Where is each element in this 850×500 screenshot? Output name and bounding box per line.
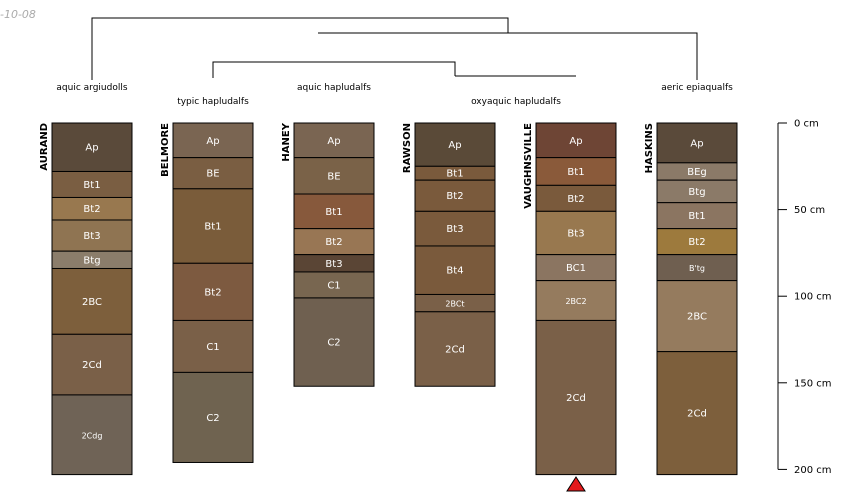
horizon-label: Bt1 — [325, 207, 342, 218]
profile-vaughnsville: VAUGHNSVILLE Ap Bt1 Bt2 Bt3 BC1 2BC2 2Cd — [523, 122, 617, 476]
group-labels: aquic argiudolls typic hapludalfs aquic … — [56, 83, 733, 107]
horizon-label: Bt1 — [688, 211, 705, 222]
date-stamp: -10-08 — [0, 8, 36, 21]
horizon-label: Btg — [688, 187, 705, 198]
group-label-aeric-epiaqualfs: aeric epiaqualfs — [661, 83, 733, 93]
horizon-label: 2Cd — [445, 345, 465, 356]
horizon-label: Ap — [327, 136, 340, 147]
horizon-label: Bt2 — [567, 194, 584, 205]
horizon-block — [414, 311, 496, 387]
marker-layer — [566, 476, 586, 492]
horizon-block — [293, 122, 375, 159]
horizon-label: Ap — [569, 136, 582, 147]
depth-axis: 0 cm 50 cm 100 cm 150 cm 200 cm — [777, 119, 832, 476]
horizon-block — [414, 122, 496, 167]
horizon-label: 2Cd — [566, 393, 586, 404]
horizon-label: Bt1 — [567, 167, 584, 178]
horizon-label: Bt1 — [446, 169, 463, 180]
horizon-label: Bt3 — [567, 228, 584, 239]
horizon-label: C2 — [327, 338, 340, 349]
horizon-block — [51, 267, 133, 335]
horizon-block — [656, 351, 738, 476]
horizon-label: 2BC — [687, 312, 707, 323]
profile-name: BELMORE — [160, 123, 171, 177]
horizon-label: BE — [206, 169, 219, 180]
horizon-label: 2BC — [82, 297, 102, 308]
horizon-block — [535, 157, 617, 186]
depth-tick-label: 150 cm — [794, 378, 832, 389]
group-label-typic-hapludalfs: typic hapludalfs — [177, 97, 249, 107]
horizon-block — [414, 245, 496, 295]
horizon-label: C1 — [206, 342, 219, 353]
marker-triangle-icon — [566, 476, 586, 492]
horizon-label: Bt3 — [446, 224, 463, 235]
horizon-label: BE — [327, 171, 340, 182]
dendrogram — [91, 17, 698, 80]
profile-rawson: RAWSON Ap Bt1 Bt2 Bt3 Bt4 2BCt 2Cd — [402, 122, 496, 387]
horizon-label: B'tg — [689, 264, 705, 273]
horizon-block — [51, 333, 133, 396]
depth-tick-label: 100 cm — [794, 292, 832, 303]
horizon-label: Ap — [448, 140, 461, 151]
profile-name: VAUGHNSVILLE — [523, 123, 534, 209]
group-label-aquic-argiudolls: aquic argiudolls — [56, 83, 127, 93]
horizon-label: Btg — [83, 255, 100, 266]
horizon-label: BC1 — [566, 263, 586, 274]
horizon-block — [535, 210, 617, 256]
horizon-label: Bt1 — [204, 222, 221, 233]
horizon-block — [656, 202, 738, 230]
horizon-block — [172, 371, 254, 463]
horizon-block — [172, 262, 254, 321]
depth-tick-label: 0 cm — [794, 119, 819, 130]
horizon-label: 2BC2 — [565, 297, 586, 306]
group-label-oxyaquic-hapludalfs: oxyaquic hapludalfs — [471, 97, 561, 107]
horizon-label: Ap — [690, 138, 703, 149]
horizon-label: C1 — [327, 280, 340, 291]
horizon-block — [656, 228, 738, 256]
horizon-label: Bt2 — [83, 204, 100, 215]
group-label-aquic-hapludalfs: aquic hapludalfs — [297, 83, 371, 93]
horizon-block — [172, 319, 254, 373]
depth-tick-label: 50 cm — [794, 205, 825, 216]
profile-haney: HANEY Ap BE Bt1 Bt2 Bt3 C1 C2 — [281, 122, 375, 387]
horizon-label: Ap — [85, 143, 98, 154]
horizon-label: Ap — [206, 136, 219, 147]
profile-name: RAWSON — [402, 123, 413, 173]
profile-name: HASKINS — [644, 123, 655, 173]
horizon-block — [656, 122, 738, 164]
horizon-label: Bt2 — [446, 191, 463, 202]
horizon-label: Bt2 — [204, 287, 221, 298]
horizon-label: C2 — [206, 413, 219, 424]
horizon-label: Bt2 — [325, 237, 342, 248]
profile-name: HANEY — [281, 122, 292, 161]
profile-aurand: AURAND Ap Bt1 Bt2 Bt3 Btg 2BC 2Cd 2Cdg — [39, 122, 133, 476]
horizon-block — [172, 157, 254, 190]
horizon-block — [293, 297, 375, 387]
horizon-block — [414, 179, 496, 212]
horizon-block — [535, 122, 617, 159]
profile-haskins: HASKINS Ap BEg Btg Bt1 Bt2 B'tg 2BC 2Cd — [644, 122, 738, 476]
horizon-label: Bt4 — [446, 266, 463, 277]
horizon-label: 2Cd — [82, 360, 102, 371]
horizon-label: 2Cd — [687, 409, 707, 420]
horizon-block — [656, 254, 738, 282]
profile-name: AURAND — [39, 123, 50, 171]
horizon-label: Bt3 — [83, 231, 100, 242]
horizon-label: Bt2 — [688, 237, 705, 248]
horizon-label: Bt1 — [83, 180, 100, 191]
horizon-block — [535, 319, 617, 476]
horizon-label: 2Cdg — [82, 431, 103, 440]
horizon-label: Bt3 — [325, 259, 342, 270]
horizon-block — [51, 394, 133, 476]
depth-tick-label: 200 cm — [794, 465, 832, 476]
profile-belmore: BELMORE Ap BE Bt1 Bt2 C1 C2 — [160, 122, 254, 463]
horizon-label: BEg — [687, 167, 707, 178]
horizon-label: 2BCt — [445, 300, 464, 309]
horizon-block — [172, 188, 254, 264]
horizon-block — [51, 122, 133, 172]
